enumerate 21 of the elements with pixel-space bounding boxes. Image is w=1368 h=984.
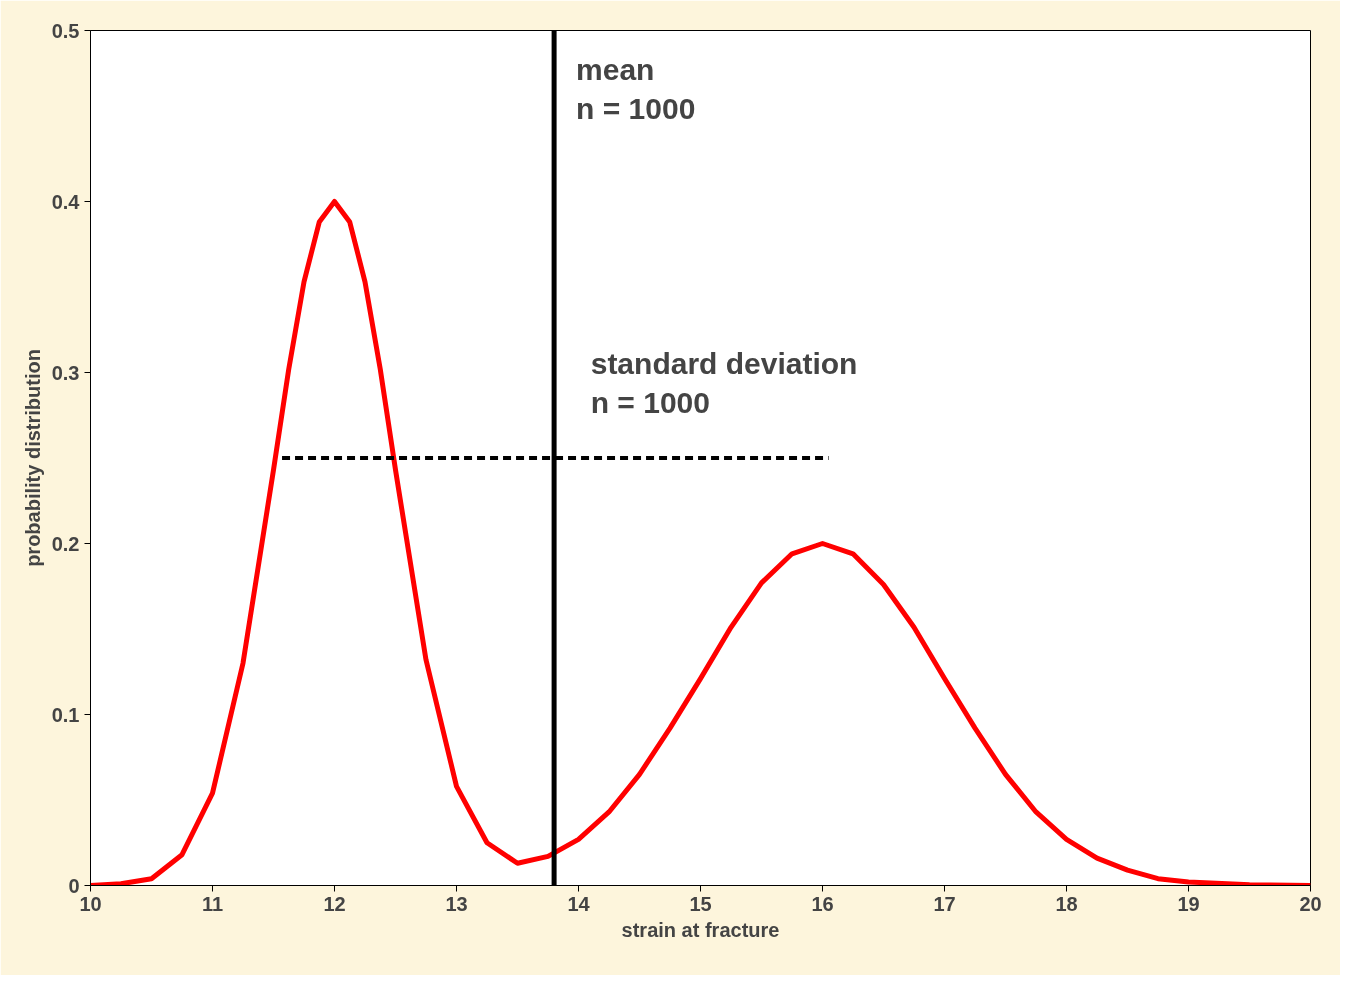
x-tick-label: 11 (201, 892, 224, 915)
y-tick-label: 0.4 (51, 190, 81, 213)
x-tick-label: 14 (567, 892, 591, 915)
x-tick-label: 19 (1177, 892, 1200, 915)
x-tick-label: 17 (933, 892, 956, 915)
y-tick-label: 0.3 (51, 361, 80, 384)
y-tick-label: 0.1 (51, 703, 80, 726)
x-tick-label: 10 (79, 892, 102, 915)
x-tick-label: 18 (1055, 892, 1078, 915)
y-tick-label: 0.2 (51, 532, 80, 555)
x-tick-label: 15 (689, 892, 712, 915)
x-tick-label: 13 (445, 892, 468, 915)
y-axis-title: probability distribution (21, 349, 44, 567)
y-tick-label: 0.5 (51, 19, 80, 42)
x-tick-label: 20 (1299, 892, 1322, 915)
x-tick-label: 12 (323, 892, 346, 915)
y-tick-label: 0 (68, 874, 80, 897)
annotation: standard deviation n = 1000 (590, 346, 858, 420)
annotation: mean n = 1000 (576, 52, 696, 126)
x-tick-label: 16 (811, 892, 834, 915)
x-axis-title: strain at fracture (621, 918, 780, 941)
